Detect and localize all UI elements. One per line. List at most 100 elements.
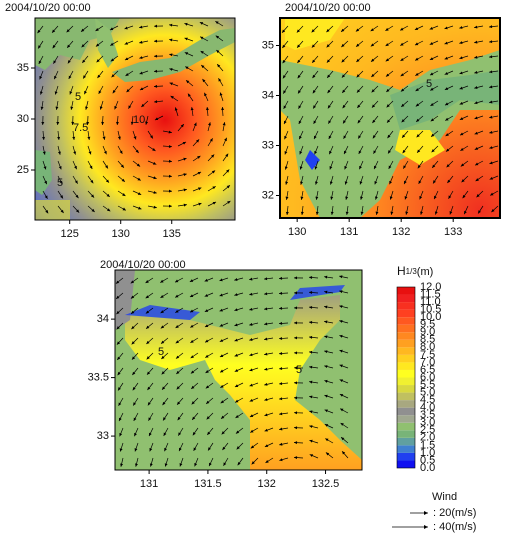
arrow-head xyxy=(386,88,390,92)
arrow-head xyxy=(110,42,114,46)
arrow-head xyxy=(89,165,93,169)
arrow-head xyxy=(154,54,158,58)
arrow-head xyxy=(99,106,103,110)
timestamp: 2004/10/20 00:00 xyxy=(5,2,91,14)
arrow-head xyxy=(153,205,157,209)
arrow-head xyxy=(284,135,288,140)
arrow-head xyxy=(447,179,451,184)
arrow-head xyxy=(125,73,129,76)
arrow-head xyxy=(185,66,189,70)
arrow-head xyxy=(43,166,47,170)
arrow-head xyxy=(264,307,268,311)
arrow-head xyxy=(489,176,494,180)
arrow-head xyxy=(183,203,187,207)
arrow-head xyxy=(183,173,187,177)
colorbar-band xyxy=(397,362,415,370)
contour-label: 5 xyxy=(57,177,63,189)
arrow-head xyxy=(357,119,361,124)
arrow-head xyxy=(339,364,343,368)
arrow-head xyxy=(124,57,129,61)
colorbar-band xyxy=(397,377,415,386)
y-tick-label: 25 xyxy=(17,164,29,176)
arrow-head xyxy=(324,424,329,427)
arrow-head xyxy=(204,309,209,312)
arrow-head xyxy=(83,75,87,79)
arrow-head xyxy=(221,107,225,111)
arrow-head xyxy=(130,295,135,299)
arrow-head xyxy=(387,134,391,139)
wind-legend-item: : 40(m/s) xyxy=(433,521,476,533)
arrow-head xyxy=(152,148,156,151)
arrow-head xyxy=(109,27,114,31)
colorbar-band xyxy=(397,437,415,446)
arrow-head xyxy=(476,194,480,198)
map-field xyxy=(280,18,500,218)
arrow-head xyxy=(201,65,205,69)
arrow-head xyxy=(341,28,345,32)
y-tick-label: 34 xyxy=(262,89,274,101)
arrow-head xyxy=(187,93,191,97)
arrow-head xyxy=(419,196,423,200)
arrow-head xyxy=(249,277,253,281)
arrow-head xyxy=(475,178,479,182)
arrow-head xyxy=(249,368,253,372)
arrow-head xyxy=(313,105,317,109)
arrow-head xyxy=(299,135,302,140)
y-tick-label: 35 xyxy=(17,62,29,74)
colorbar-title-part: 1/3 xyxy=(406,267,418,276)
colorbar-label: 2.5 xyxy=(420,424,435,436)
arrow-head xyxy=(249,398,254,402)
arrow-head xyxy=(205,107,209,111)
arrow-head xyxy=(175,340,180,344)
arrow-head xyxy=(459,101,463,105)
arrow-head xyxy=(193,447,197,451)
arrow-head xyxy=(445,133,449,137)
arrow-head xyxy=(235,399,239,403)
arrow-head xyxy=(186,80,190,84)
arrow-head xyxy=(355,28,360,32)
arrow-head xyxy=(294,351,298,355)
arrow-head xyxy=(177,416,181,421)
arrow-head xyxy=(163,417,166,421)
arrow-head xyxy=(294,456,298,460)
arrow-head xyxy=(169,53,173,57)
arrow-head xyxy=(105,179,110,183)
arrow-head xyxy=(132,371,136,375)
arrow-head xyxy=(375,211,379,215)
arrow-head xyxy=(340,408,344,412)
arrow-head xyxy=(234,353,238,357)
arrow-head xyxy=(343,120,346,124)
arrow-head xyxy=(74,165,77,170)
arrow-head xyxy=(329,166,333,170)
arrow-head xyxy=(371,104,376,108)
colorbar-label: 9.0 xyxy=(420,326,435,338)
arrow-head xyxy=(315,196,319,200)
colorbar-label: 7.5 xyxy=(420,349,435,361)
colorbar-label: 0.5 xyxy=(420,454,435,466)
arrow-head xyxy=(417,149,421,153)
arrow-head xyxy=(298,105,302,109)
arrow-head xyxy=(199,22,204,25)
arrow-head xyxy=(279,458,283,462)
arrow-head xyxy=(139,40,143,44)
arrow-head xyxy=(294,276,298,280)
arrow-head xyxy=(279,412,283,416)
arrow-head xyxy=(225,153,229,157)
y-tick-label: 33 xyxy=(262,139,274,151)
arrow-head xyxy=(327,89,331,94)
arrow-head xyxy=(184,22,188,26)
arrow-head xyxy=(236,446,240,450)
arrow-head xyxy=(57,151,61,155)
arrow-head xyxy=(204,278,208,282)
arrow-head xyxy=(115,280,120,284)
contour-label: 5 xyxy=(426,78,432,90)
arrow-head xyxy=(309,365,313,369)
wind-vectors xyxy=(37,20,499,467)
arrow-head xyxy=(161,340,165,344)
colorbar-band xyxy=(397,460,415,468)
arrow-head xyxy=(385,58,390,62)
arrow-head xyxy=(162,386,166,390)
arrow-head xyxy=(160,294,164,298)
arrow-head xyxy=(294,321,298,325)
arrow-head xyxy=(72,136,76,140)
